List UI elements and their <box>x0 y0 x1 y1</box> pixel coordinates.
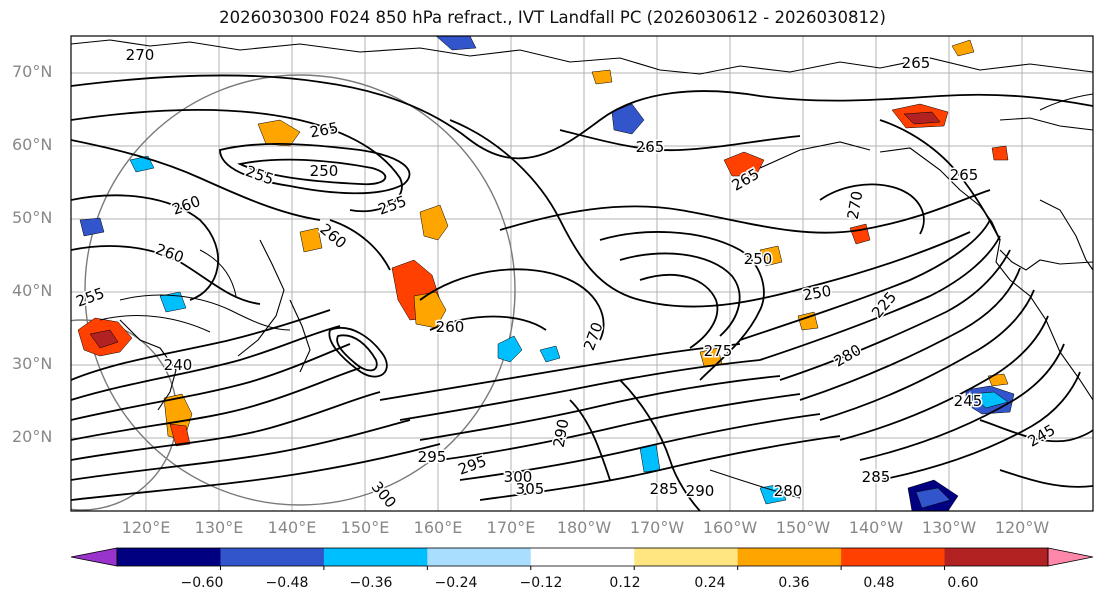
colorbar-extend-high <box>1047 547 1094 567</box>
graticule <box>71 36 1093 511</box>
colorbar-tick-label: 0.12 <box>609 575 641 591</box>
contour-label: 265 <box>950 166 979 184</box>
colorbar-tick-label: 0.48 <box>863 575 895 591</box>
contour-label: 250 <box>744 250 773 268</box>
colorbar-swatch <box>944 548 1049 566</box>
colorbar-swatch <box>323 548 428 566</box>
lat-label-50n: 50°N <box>12 208 53 227</box>
lon-label-170w: 170°W <box>629 518 685 537</box>
contour-label: 260 <box>436 318 465 336</box>
contour-lines <box>71 74 1093 511</box>
colorbar-swatch <box>117 548 221 566</box>
colorbar-extend-low <box>70 547 118 567</box>
colorbar-tick-label: −0.60 <box>180 575 224 591</box>
contour-label: 280 <box>774 482 803 500</box>
lon-label-120w: 120°W <box>994 518 1050 537</box>
colorbar-tick-label: −0.48 <box>265 575 309 591</box>
lat-label-30n: 30°N <box>12 354 53 373</box>
colorbar-swatch <box>220 548 325 566</box>
shaded-anomalies <box>77 36 1015 511</box>
lon-label-130e: 130°E <box>194 518 244 537</box>
contour-label: 290 <box>686 482 715 500</box>
range-circle <box>84 74 516 506</box>
contour-label: 245 <box>954 392 983 410</box>
lon-label-150e: 150°E <box>340 518 390 537</box>
contour-label: 275 <box>704 342 733 360</box>
contour-label: 265 <box>636 138 665 156</box>
colorbar-tick-label: −0.36 <box>349 575 393 591</box>
lon-label-160w: 160°W <box>702 518 758 537</box>
colorbar-swatch <box>530 548 635 566</box>
colorbar-frame <box>116 547 1049 567</box>
contour-label: 285 <box>650 480 679 498</box>
lat-label-60n: 60°N <box>12 135 53 154</box>
contour-lines-thin <box>99 93 1093 499</box>
colorbar-tick-label: 0.24 <box>694 575 726 591</box>
colorbar <box>70 547 1094 570</box>
lon-label-140w: 140°W <box>848 518 904 537</box>
coastlines <box>71 39 1093 411</box>
lat-label-20n: 20°N <box>12 427 53 446</box>
colorbar-tick-label: 0.36 <box>778 575 810 591</box>
colorbar-tick-label: −0.12 <box>519 575 563 591</box>
contour-label: 270 <box>126 46 155 64</box>
colorbar-swatch <box>841 548 946 566</box>
lat-label-70n: 70°N <box>12 62 53 81</box>
contour-label: 250 <box>310 162 339 180</box>
lon-label-180w: 180°W <box>556 518 612 537</box>
colorbar-tick-label: 0.60 <box>947 575 979 591</box>
plot-frame <box>70 35 1094 512</box>
map-title: 2026030300 F024 850 hPa refract., IVT La… <box>219 8 886 27</box>
lon-label-150w: 150°W <box>775 518 831 537</box>
lon-label-160e: 160°E <box>413 518 463 537</box>
contour-label: 300 <box>504 468 533 486</box>
colorbar-swatch <box>737 548 842 566</box>
colorbar-swatch <box>634 548 739 566</box>
lon-label-170e: 170°E <box>486 518 536 537</box>
colorbar-tick-label: −0.24 <box>434 575 478 591</box>
contour-label: 305 <box>516 480 545 498</box>
lon-label-130w: 130°W <box>921 518 977 537</box>
colorbar-swatch <box>427 548 532 566</box>
lon-label-120e: 120°E <box>121 518 171 537</box>
lat-label-40n: 40°N <box>12 281 53 300</box>
contour-label: 240 <box>164 356 193 374</box>
contour-label: 285 <box>862 468 891 486</box>
contour-label: 265 <box>902 54 931 72</box>
map-plot-area <box>71 36 1093 511</box>
lon-label-140e: 140°E <box>267 518 317 537</box>
contour-label: 295 <box>418 448 447 466</box>
